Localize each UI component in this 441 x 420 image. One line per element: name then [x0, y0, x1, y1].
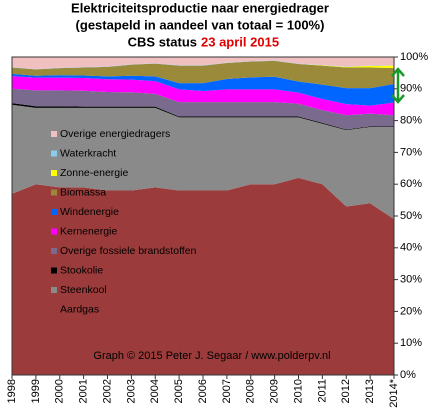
y-tick-label: 10% — [400, 337, 422, 349]
legend-swatch — [51, 248, 57, 254]
area — [12, 76, 394, 116]
legend-label: Aardgas — [60, 303, 99, 315]
y-tick-label: 60% — [400, 178, 422, 190]
area — [12, 103, 394, 131]
area — [12, 60, 394, 70]
legend-label: Waterkracht — [60, 147, 116, 159]
x-tick-label: 2006 — [197, 379, 209, 403]
y-tick-label: 70% — [400, 146, 422, 158]
y-tick-label: 30% — [400, 274, 422, 286]
y-tick-label: 0% — [400, 369, 416, 381]
legend-swatch — [51, 228, 57, 235]
y-tick-label: 50% — [400, 210, 422, 222]
legend-label: Biomassa — [60, 186, 106, 198]
legend-swatch — [51, 306, 57, 313]
y-tick-label: 20% — [400, 305, 422, 317]
area — [12, 57, 394, 70]
y-tick-label: 80% — [400, 115, 422, 127]
x-tick-label: 2011 — [316, 379, 328, 403]
x-tick-label: 1999 — [30, 379, 42, 403]
legend-label: Zonne-energie — [60, 167, 128, 179]
x-tick-label: 2007 — [221, 379, 233, 403]
x-tick-label: 2009 — [269, 379, 281, 403]
y-tick-label: 100% — [400, 51, 428, 63]
area — [12, 60, 394, 70]
area — [12, 73, 394, 106]
x-tick-label: 2004 — [149, 379, 161, 403]
y-tick-label: 90% — [400, 83, 422, 95]
status-prefix: CBS status — [128, 34, 197, 49]
x-tick-label: 1998 — [6, 379, 18, 403]
area — [12, 104, 394, 220]
legend-label: Steenkool — [60, 284, 107, 296]
legend-swatch — [51, 150, 57, 157]
x-tick-label: 2003 — [125, 379, 137, 403]
x-tick-label: 2012 — [340, 379, 352, 403]
legend-swatch — [51, 267, 57, 274]
range-arrow — [391, 67, 405, 104]
legend-label: Windenergie — [60, 206, 119, 218]
chart-title: Elektriciteitsproductie naar energiedrag… — [71, 0, 329, 15]
legend-swatch — [51, 209, 57, 215]
legend-swatch — [51, 170, 57, 176]
x-tick-label: 2002 — [101, 379, 113, 403]
legend-label: Kernenergie — [60, 225, 117, 237]
legend-label: Overige energiedragers — [60, 128, 170, 140]
x-tick-label: 2008 — [245, 379, 257, 403]
arrow-head — [391, 67, 405, 104]
legend-swatch — [51, 287, 57, 293]
credit: Graph © 2015 Peter J. Segaar / www.polde… — [93, 350, 330, 362]
x-tick-label: 2000 — [54, 379, 66, 403]
x-tick-label: 2014* — [388, 378, 400, 407]
x-tick-label: 2005 — [173, 379, 185, 403]
area — [12, 177, 394, 375]
status-date: 23 april 2015 — [201, 34, 279, 49]
legend-swatch — [51, 189, 57, 196]
legend-swatch — [51, 131, 57, 137]
x-tick-label: 2010 — [292, 379, 304, 403]
area — [12, 60, 394, 89]
x-tick-label: 2001 — [78, 379, 90, 403]
x-tick-label: 2013 — [364, 379, 376, 403]
legend-label: Stookolie — [60, 264, 103, 276]
chart-subtitle: (gestapeld in aandeel van totaal = 100%) — [76, 17, 325, 32]
y-tick-label: 40% — [400, 242, 422, 254]
legend-label: Overige fossiele brandstoffen — [60, 245, 197, 257]
area — [12, 88, 394, 130]
